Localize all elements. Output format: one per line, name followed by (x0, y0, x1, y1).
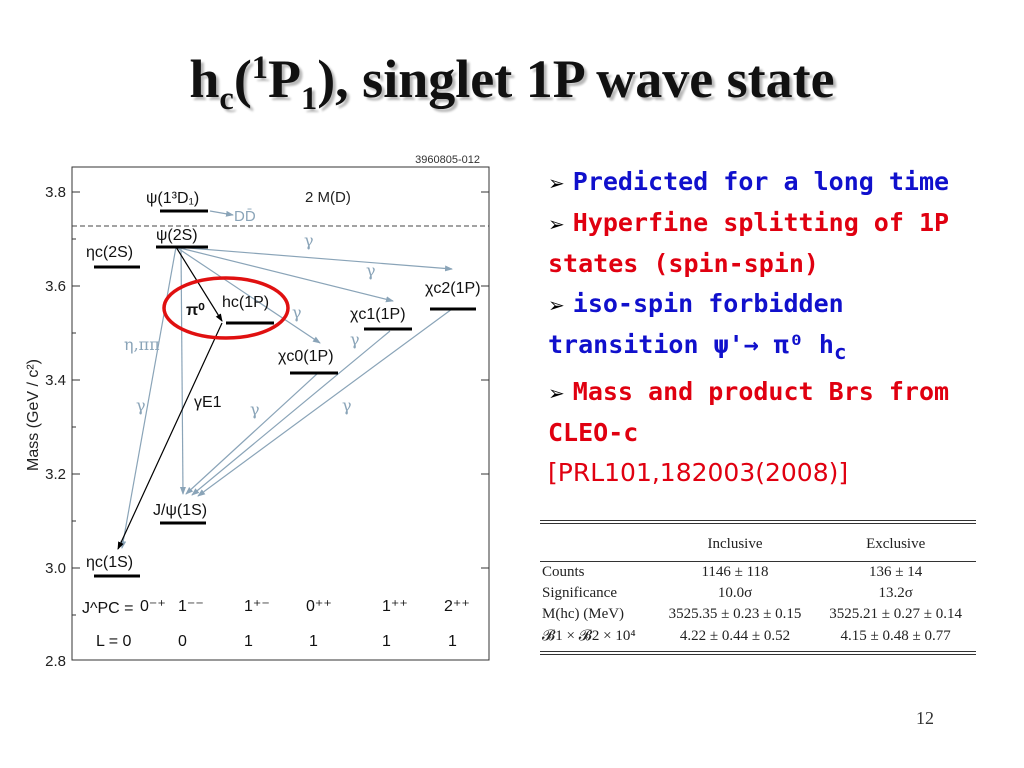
state-label-jpsi-1s: J/ψ(1S) (153, 502, 207, 519)
gamma-label: γ (136, 396, 146, 415)
jpc-value: 0⁻⁺ (140, 598, 166, 615)
arrow-bullet-icon: ➢ (548, 381, 565, 405)
bullet-list: ➢ Predicted for a long time ➢ Hyperfine sp… (548, 162, 968, 493)
arrow-chic0-to-jpsi (185, 372, 319, 495)
y-axis-label: Mass (GeV / c²) (25, 359, 42, 471)
arrow-psi2s-to-jpsi (179, 246, 186, 495)
y-tick-label: 3.8 (45, 184, 66, 201)
bullet-item: ➢ Mass and product Brs from CLEO-c [PRL101… (548, 377, 950, 487)
gamma-e1-label: γE1 (194, 394, 222, 411)
arrow-bullet-icon: ➢ (548, 171, 565, 195)
arrow-chic1-to-jpsi (191, 330, 391, 496)
gamma-label: γ (366, 261, 376, 280)
reference-link: [PRL101,182003(2008)] (548, 458, 849, 487)
state-label-hc-1p: hc(1P) (222, 294, 269, 311)
arrow-hc-to-etac (117, 322, 223, 550)
state-label-chic1: χc1(1P) (350, 306, 406, 323)
arrow-psi2s-to-hc (175, 246, 223, 322)
arrow-psi2s-to-chic1 (175, 246, 394, 303)
gamma-label: γ (304, 231, 314, 250)
table-row: Counts 1146 ± 118 136 ± 14 (542, 564, 923, 580)
arrow-psi2s-to-chic0 (175, 246, 321, 344)
results-table: Inclusive Exclusive Counts 1146 ± 118 136 … (540, 520, 976, 655)
arrow-psi2s-to-chic2 (175, 246, 453, 272)
dd-threshold-label: 2 M(D) (305, 189, 351, 206)
jpc-value: 1⁻⁻ (178, 598, 204, 615)
gamma-label: γ (342, 396, 352, 415)
arrow-bullet-icon: ➢ (548, 293, 565, 317)
jpc-value: 2⁺⁺ (444, 598, 470, 615)
table-header: Inclusive (654, 520, 816, 562)
jpc-row-label: J^PC = (82, 600, 134, 617)
figure-id-label: 3960805-012 (415, 154, 480, 166)
state-label-psi-2s: ψ(2S) (156, 227, 198, 244)
arrow-psi3770-to-dd (209, 210, 234, 217)
bullet-item: ➢ Predicted for a long time (548, 167, 950, 196)
table-row: 𝓑1 × 𝓑2 × 10⁴ 4.22 ± 0.44 ± 0.52 4.15 ± 0.… (540, 625, 976, 655)
gamma-label: γ (250, 400, 260, 419)
y-tick-label: 3.4 (45, 372, 66, 389)
state-label-psi-13d1: ψ(1³D₁) (146, 190, 199, 207)
y-axis-ticks (72, 191, 489, 616)
gamma-label: γ (350, 330, 360, 349)
state-label-etac-2s: ηc(2S) (86, 244, 133, 261)
jpc-value: 1⁺⁻ (244, 598, 270, 615)
plot-frame (71, 166, 490, 661)
l-value: 1 (309, 633, 318, 650)
jpc-value: 0⁺⁺ (306, 598, 332, 615)
dd-label: DD̄ (234, 208, 256, 225)
table-row: M(hc) (MeV) 3525.35 ± 0.23 ± 0.15 3525.21 … (542, 606, 963, 622)
arrow-bullet-icon: ➢ (548, 212, 565, 236)
y-tick-label: 3.6 (45, 278, 66, 295)
l-value: 1 (448, 633, 457, 650)
y-tick-label: 2.8 (45, 653, 66, 670)
gamma-label: γ (292, 303, 302, 322)
bullet-item: ➢ Hyperfine splitting of 1P states (spin-… (548, 208, 950, 278)
state-label-chic2: χc2(1P) (425, 280, 481, 297)
table-header (540, 520, 655, 562)
state-label-chic0: χc0(1P) (278, 348, 334, 365)
y-tick-label: 3.0 (45, 560, 66, 577)
jpc-value: 1⁺⁺ (382, 598, 408, 615)
l-value: 1 (382, 633, 391, 650)
l-row-label: L = 0 (96, 633, 132, 650)
state-label-etac-1s: ηc(1S) (86, 554, 133, 571)
l-value: 1 (244, 633, 253, 650)
arrow-chic2-to-jpsi (197, 308, 453, 497)
slide-title: hc(1P1), singlet 1P wave state (189, 49, 835, 117)
bullet-item: ➢ iso-spin forbidden transition ψ'→ π⁰ hc (548, 289, 847, 364)
table-row: Significance 10.0σ 13.2σ (542, 585, 913, 601)
state-label-pi0: π⁰ (186, 302, 205, 319)
page-number: 12 (916, 708, 934, 728)
hc-highlight-circle (162, 276, 290, 340)
y-tick-label: 3.2 (45, 466, 66, 483)
l-value: 0 (178, 633, 187, 650)
charmonium-level-diagram: 3.8 3.6 3.4 3.2 3.0 2.8 Mass (GeV / c²) … (25, 154, 490, 670)
eta-pipi-label: η,ππ (124, 335, 160, 354)
table-header: Exclusive (815, 520, 976, 562)
